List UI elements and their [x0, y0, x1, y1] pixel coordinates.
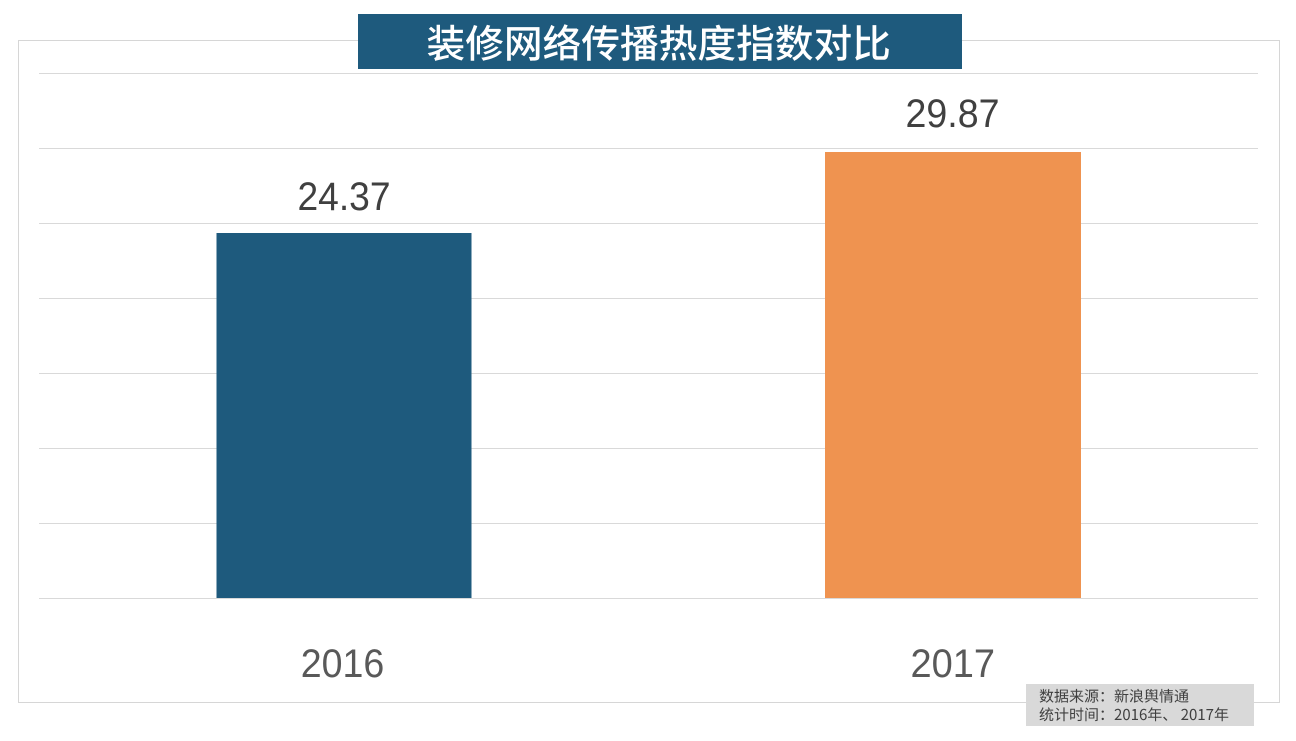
svg-text:24.37: 24.37: [298, 175, 391, 219]
svg-text:2017: 2017: [911, 642, 996, 686]
svg-text:2016: 2016: [301, 642, 385, 686]
svg-text:29.87: 29.87: [906, 92, 1000, 136]
